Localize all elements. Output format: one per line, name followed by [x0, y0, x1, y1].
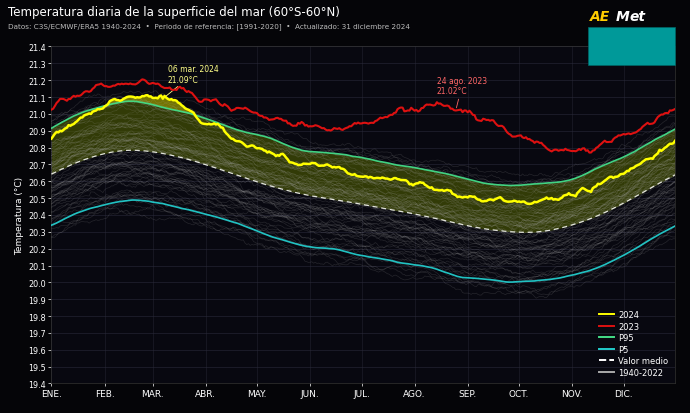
Text: 24 ago. 2023
21.02°C: 24 ago. 2023 21.02°C — [437, 77, 487, 109]
Y-axis label: Temperatura (°C): Temperatura (°C) — [15, 176, 24, 254]
Bar — [588, 28, 675, 66]
Text: Temperatura diaria de la superficie del mar (60°S-60°N): Temperatura diaria de la superficie del … — [8, 6, 340, 19]
Text: 06 mar. 2024
21.09°C: 06 mar. 2024 21.09°C — [165, 65, 219, 98]
Text: Datos: C3S/ECMWF/ERA5 1940-2024  •  Periodo de referencia: [1991-2020]  •  Actua: Datos: C3S/ECMWF/ERA5 1940-2024 • Period… — [8, 23, 411, 29]
Legend: 2024, 2023, P95, P5, Valor medio, 1940-2022: 2024, 2023, P95, P5, Valor medio, 1940-2… — [597, 308, 671, 380]
Text: et: et — [629, 10, 645, 24]
Text: AE: AE — [590, 10, 610, 24]
Text: M: M — [616, 10, 630, 24]
